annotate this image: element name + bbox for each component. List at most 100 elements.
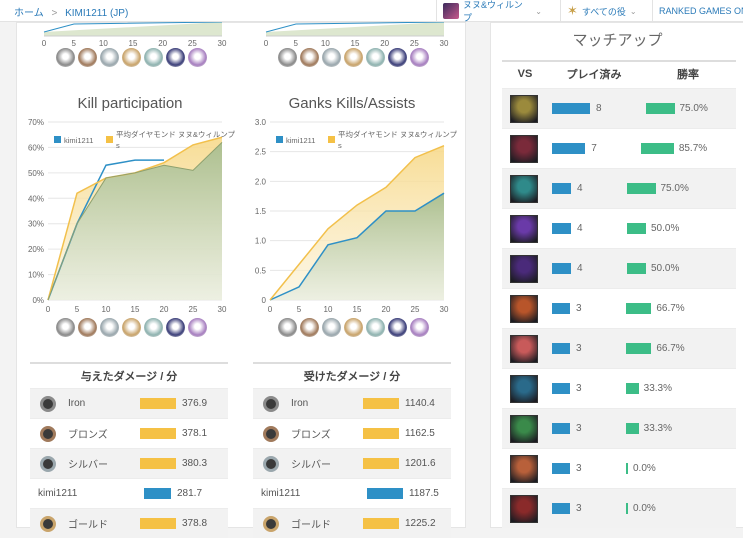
winrate-value: 50.0%: [651, 223, 680, 234]
y-tick-label: 3.0: [255, 118, 267, 127]
champion-select-label: ヌヌ&ウィルンプ: [462, 0, 523, 23]
y-tick-label: 2.5: [255, 148, 267, 157]
matchup-row[interactable]: 4 50.0%: [502, 248, 736, 288]
rank-master-icon: [410, 318, 429, 337]
matchups-header: VS プレイ済み 勝率: [502, 60, 736, 86]
winrate-value: 66.7%: [656, 303, 685, 314]
opponent-champion-icon[interactable]: [510, 334, 538, 363]
x-tick-label: 30: [218, 39, 227, 48]
winrate-bar: [626, 383, 639, 394]
kill-participation-title: Kill participation: [77, 95, 183, 112]
played-count: 3: [576, 383, 582, 394]
y-tick-label: 0: [262, 296, 267, 305]
damage-row: kimi1211 1187.5: [253, 478, 451, 508]
matchup-row[interactable]: 8 75.0%: [502, 88, 736, 128]
opponent-champion-icon[interactable]: [510, 134, 538, 163]
col-played[interactable]: プレイ済み: [566, 69, 622, 81]
damage-value: 378.1: [182, 428, 208, 439]
legend-average-swatch: [328, 136, 335, 143]
rank-emblem-icon: [40, 515, 56, 532]
damage-bar: [140, 428, 176, 439]
queue-filter[interactable]: RANKED GAMES ONL: [652, 0, 743, 22]
matchup-row[interactable]: 7 85.7%: [502, 128, 736, 168]
y-tick-label: 20%: [28, 245, 44, 254]
opponent-champion-icon[interactable]: [510, 94, 538, 123]
damage-row-name: シルバー: [291, 460, 331, 471]
breadcrumb-summoner[interactable]: KIMI1211 (JP): [65, 8, 129, 19]
damage-bar: [367, 488, 403, 499]
matchup-row[interactable]: 3 66.7%: [502, 288, 736, 328]
opponent-champion-icon[interactable]: [510, 494, 538, 523]
opponent-champion-icon[interactable]: [510, 214, 538, 243]
partial-charts-top: 0 5 10 15 20 25 30 0 5 10 15 20 25 30: [42, 22, 449, 48]
rank-iron-icon: [56, 318, 75, 337]
col-vs[interactable]: VS: [517, 68, 533, 80]
ganks-chart: 3.0 2.5 2.0 1.5 1.0 0.5 00 5 10 15 20 25 30 kimi1211 平…: [255, 118, 458, 314]
damage-taken-title: 受けたダメージ / 分: [253, 362, 451, 388]
rank-diamond-icon: [388, 318, 407, 337]
y-tick-label: 60%: [28, 143, 44, 152]
x-tick-label: 25: [189, 305, 198, 314]
y-tick-label: 0.5: [255, 266, 267, 275]
damage-row: ブロンズ 378.1: [30, 418, 228, 448]
opponent-champion-icon[interactable]: [510, 414, 538, 443]
breadcrumb-home[interactable]: ホーム: [14, 8, 44, 19]
y-tick-label: 2.0: [255, 177, 267, 186]
rank-icons-row: [56, 48, 207, 67]
matchup-row[interactable]: 3 33.3%: [502, 368, 736, 408]
rank-emblem-icon: [40, 395, 56, 412]
player-series-line: [269, 192, 445, 301]
x-tick-label: 30: [440, 39, 449, 48]
rank-diamond-icon: [388, 48, 407, 67]
winrate-bar: [627, 263, 646, 274]
rank-emblem-icon: [40, 425, 56, 442]
damage-row: ゴールド 378.8: [30, 508, 228, 538]
played-count: 4: [577, 223, 583, 234]
played-bar: [552, 423, 570, 434]
winrate-bar: [641, 143, 674, 154]
damage-dealt-table: 与えたダメージ / 分 Iron 376.9 ブロンズ 378.1 シルバー 380.3 k…: [30, 362, 228, 538]
matchup-row[interactable]: 3 0.0%: [502, 488, 736, 528]
winrate-value: 66.7%: [656, 343, 685, 354]
damage-value: 1225.2: [405, 518, 436, 529]
winrate-bar: [626, 303, 652, 314]
rank-silver-icon: [100, 318, 119, 337]
played-bar: [552, 223, 571, 234]
rank-icons-row: [56, 318, 207, 337]
x-tick-label: 10: [324, 305, 333, 314]
rank-emblem-icon: [263, 455, 279, 472]
rank-silver-icon: [322, 48, 341, 67]
opponent-champion-icon[interactable]: [510, 174, 538, 203]
y-tick-label: 0%: [32, 296, 44, 305]
rank-bronze-icon: [300, 318, 319, 337]
played-count: 3: [576, 423, 582, 434]
winrate-bar: [646, 103, 675, 114]
rank-iron-icon: [278, 318, 297, 337]
matchup-row[interactable]: 3 33.3%: [502, 408, 736, 448]
x-tick-label: 15: [131, 305, 140, 314]
average-series-line: [269, 145, 445, 301]
damage-bar: [140, 398, 176, 409]
opponent-champion-icon[interactable]: [510, 374, 538, 403]
col-winrate[interactable]: 勝率: [677, 69, 699, 81]
played-bar: [552, 343, 570, 354]
matchup-row[interactable]: 3 66.7%: [502, 328, 736, 368]
matchup-row[interactable]: 4 75.0%: [502, 168, 736, 208]
damage-value: 380.3: [182, 458, 208, 469]
damage-bar: [140, 458, 176, 469]
matchup-row[interactable]: 3 0.0%: [502, 448, 736, 488]
damage-row-name: kimi1211: [38, 488, 78, 499]
rank-platinum-icon: [366, 48, 385, 67]
played-count: 7: [591, 143, 597, 154]
rank-platinum-icon: [366, 318, 385, 337]
winrate-value: 75.0%: [679, 103, 708, 114]
matchup-row[interactable]: 4 50.0%: [502, 208, 736, 248]
damage-row: Iron 1140.4: [253, 388, 451, 418]
queue-filter-label: RANKED GAMES ONL: [659, 6, 743, 16]
opponent-champion-icon[interactable]: [510, 454, 538, 483]
opponent-champion-icon[interactable]: [510, 254, 538, 283]
overlap-series-line: [47, 141, 223, 301]
champion-select[interactable]: ヌヌ&ウィルンプ ⌄: [436, 0, 548, 23]
opponent-champion-icon[interactable]: [510, 294, 538, 323]
role-select[interactable]: ✶ すべての役 ⌄: [560, 0, 648, 22]
